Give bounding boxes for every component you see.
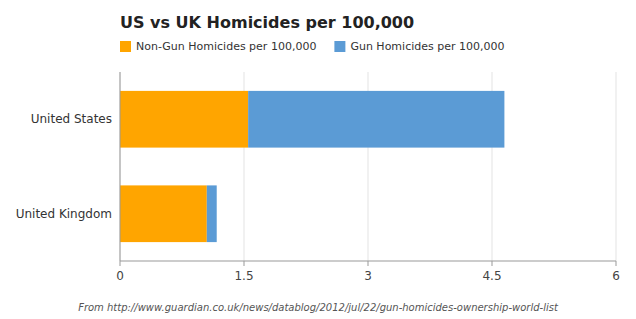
grid-line [616,72,617,261]
y-axis-line [120,72,121,261]
legend-swatch [334,41,345,52]
bar [120,91,248,148]
bar [120,185,207,242]
y-tick-label: United Kingdom [16,207,112,221]
x-tick-label: 4.5 [482,269,501,283]
tick-mark [492,261,493,266]
tick-mark [244,261,245,266]
footnote: From http://www.guardian.co.uk/news/data… [78,302,559,313]
bar [207,185,217,242]
legend-label: Non-Gun Homicides per 100,000 [136,40,316,53]
x-tick-label: 6 [612,269,620,283]
x-tick-label: 1.5 [234,269,253,283]
tick-mark [616,261,617,266]
grid-line [120,72,121,261]
x-tick-label: 0 [116,269,124,283]
title: US vs UK Homicides per 100,000 [120,13,414,32]
tick-mark [120,261,121,266]
legend: Non-Gun Homicides per 100,000 Gun Homicid… [120,40,504,53]
bar [248,91,504,148]
grid [120,72,616,261]
x-tick-label: 3 [364,269,372,283]
x-axis-line [120,261,616,262]
y-tick-label: United States [31,112,112,126]
legend-swatch [120,41,131,52]
tick-mark [368,261,369,266]
bars [120,91,504,242]
chart-container: US vs UK Homicides per 100,000 0 1.5 3 4.5 6 U… [0,0,636,319]
chart: US vs UK Homicides per 100,000 0 1.5 3 4.5 6 U… [0,0,636,319]
legend-label: Gun Homicides per 100,000 [350,40,504,53]
